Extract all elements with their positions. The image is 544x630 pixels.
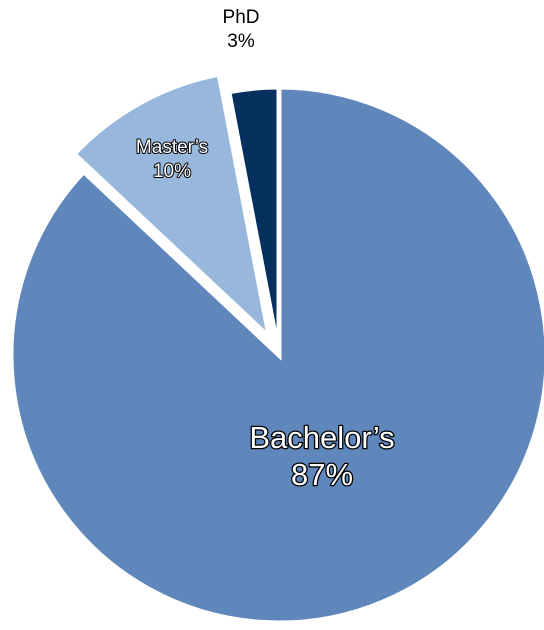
pie-labels: Bachelor’s87% Master’s 10% PhD 3% (135, 7, 396, 493)
slice-value-masters: 10% (153, 161, 191, 182)
pie-slices (8, 71, 544, 626)
slice-label-bachelors: Bachelor’s (249, 420, 394, 455)
slice-label-phd: PhD (223, 7, 260, 28)
slice-label-masters: Master’s (136, 137, 208, 158)
slice-value-bachelors: 87% (291, 457, 353, 492)
pie-slice-masters (70, 71, 274, 345)
pie-slice-phd (225, 84, 282, 356)
slice-value-phd: 3% (227, 31, 255, 52)
